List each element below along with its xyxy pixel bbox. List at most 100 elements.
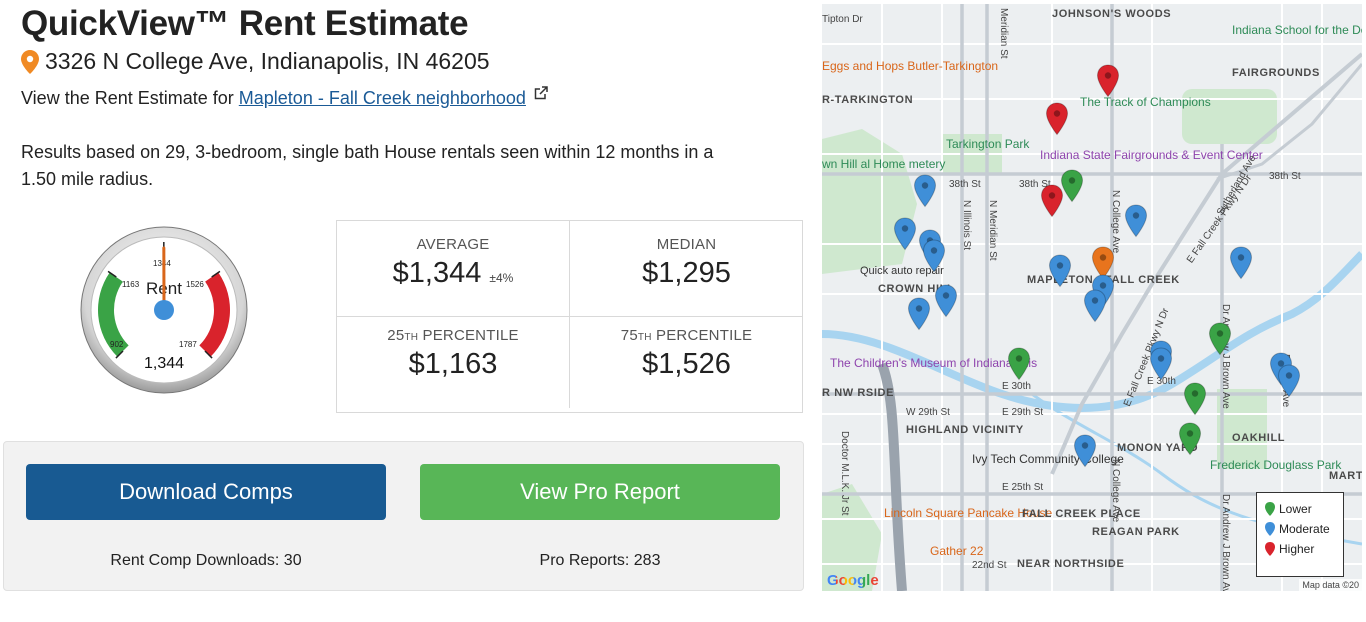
pro-report-count: Pro Reports: 283 <box>539 552 661 569</box>
page-title: QuickView™ Rent Estimate <box>21 4 469 43</box>
legend-lower-label: Lower <box>1279 502 1312 516</box>
gauge-tick <box>115 350 124 359</box>
download-count: Rent Comp Downloads: 30 <box>110 552 302 569</box>
google-logo[interactable]: Google <box>827 572 879 589</box>
median-label: MEDIAN <box>656 236 717 253</box>
gauge-tick <box>204 350 213 359</box>
gauge-hub <box>154 300 174 320</box>
map-label: N College Ave <box>1110 190 1121 254</box>
map-label: 38th St <box>1019 179 1051 190</box>
stat-25th-percentile: 25TH PERCENTILE $1,163 <box>337 312 570 408</box>
map-label: R-TARKINGTON <box>822 94 914 106</box>
map-label: Indiana School for the Deaf <box>1232 23 1362 37</box>
gauge-tick <box>211 270 221 278</box>
external-link-icon[interactable] <box>534 86 548 100</box>
map-label: JOHNSON'S WOODS <box>1052 8 1172 20</box>
gauge-band-lower <box>97 272 129 357</box>
map-label: Indiana State Fairgrounds & Event Center <box>1040 148 1263 162</box>
moderate-rent-marker[interactable] <box>907 297 931 331</box>
map-label: Dr Andrew J Brown Ave <box>1220 304 1231 409</box>
moderate-rent-marker[interactable] <box>1048 254 1072 288</box>
map-label: Frederick Douglass Park <box>1210 458 1342 472</box>
map-label: E 30th <box>1147 376 1176 387</box>
moderate-rent-marker[interactable] <box>922 239 946 273</box>
map-label: Tipton Dr <box>822 14 863 25</box>
p25-suffix: TH <box>404 332 419 343</box>
moderate-rent-marker[interactable] <box>1277 364 1301 398</box>
map-label: Eggs and Hops Butler-Tarkington <box>822 59 999 73</box>
moderate-rent-marker[interactable] <box>1083 289 1107 323</box>
p75-suffix: TH <box>637 332 652 343</box>
higher-rent-marker[interactable] <box>1096 64 1120 98</box>
legend-lower: Lower <box>1265 499 1335 519</box>
gauge-tick-label: 902 <box>110 340 124 349</box>
neighborhood-line: View the Rent Estimate for Mapleton - Fa… <box>21 86 548 109</box>
legend-higher-label: Higher <box>1279 542 1315 556</box>
average-label: AVERAGE <box>416 236 490 253</box>
map-label: REAGAN PARK <box>1092 526 1180 538</box>
map-label: E 25th St <box>1002 482 1044 493</box>
map-attribution[interactable]: Map data ©20 <box>1299 579 1362 591</box>
neighborhood-prefix: View the Rent Estimate for <box>21 88 234 108</box>
moderate-rent-marker[interactable] <box>1229 246 1253 280</box>
higher-rent-marker[interactable] <box>1040 184 1064 218</box>
map-label: 38th St <box>949 179 981 190</box>
property-address: 3326 N College Ave, Indianapolis, IN 462… <box>21 48 490 75</box>
subject-property-marker[interactable] <box>1091 246 1115 280</box>
gauge-tick-label: 1344 <box>153 259 171 268</box>
lower-rent-marker[interactable] <box>1208 322 1232 356</box>
map-label: R NW RSIDE <box>822 387 894 399</box>
map-label: The Track of Champions <box>1080 95 1211 109</box>
p75-label-wrap: 75TH PERCENTILE <box>570 327 803 344</box>
median-value: $1,295 <box>642 257 731 289</box>
lower-rent-marker[interactable] <box>1007 347 1031 381</box>
stat-75th-percentile: 75TH PERCENTILE $1,526 <box>570 312 803 408</box>
moderate-rent-marker[interactable] <box>1149 347 1173 381</box>
lower-rent-marker[interactable] <box>1183 382 1207 416</box>
map-label: Tarkington Park <box>946 137 1030 151</box>
moderate-rent-marker[interactable] <box>934 284 958 318</box>
legend-moderate: Moderate <box>1265 519 1335 539</box>
map-label: CROWN HILL <box>878 283 955 295</box>
lower-rent-marker[interactable] <box>1178 422 1202 456</box>
map-label: W 29th St <box>906 407 950 418</box>
view-pro-report-button[interactable]: View Pro Report <box>420 464 780 520</box>
green-pin-icon <box>1265 502 1275 516</box>
map-label: Meridian St <box>998 8 1009 59</box>
lower-rent-marker[interactable] <box>1060 169 1084 203</box>
map-label: N College Ave <box>1110 459 1121 523</box>
gauge-tick-label: 1163 <box>122 280 140 289</box>
map-label: FAIRGROUNDS <box>1232 67 1320 79</box>
map-legend: Lower Moderate Higher <box>1256 492 1344 577</box>
average-margin: ±4% <box>489 271 514 285</box>
moderate-rent-marker[interactable] <box>1124 204 1148 238</box>
moderate-rent-marker[interactable] <box>893 217 917 251</box>
map-label: OAKHILL <box>1232 432 1286 444</box>
gauge-tick-label: 1526 <box>186 280 204 289</box>
map-label: 38th St <box>1269 171 1301 182</box>
moderate-rent-marker[interactable] <box>1073 434 1097 468</box>
map-label: 22nd St <box>972 560 1007 571</box>
download-comps-button[interactable]: Download Comps <box>26 464 386 520</box>
map-label: N Illinois St <box>961 200 972 251</box>
p75-label: PERCENTILE <box>656 327 753 344</box>
rent-stats-grid: AVERAGE $1,344 ±4% MEDIAN $1,295 25TH PE… <box>336 220 803 413</box>
location-pin-icon <box>21 49 39 74</box>
average-value-wrap: $1,344 ±4% <box>337 257 569 290</box>
moderate-rent-marker[interactable] <box>913 174 937 208</box>
map-label: E 30th <box>1002 381 1031 392</box>
higher-rent-marker[interactable] <box>1045 102 1069 136</box>
p75-value: $1,526 <box>642 348 731 380</box>
rentals-map[interactable]: JOHNSON'S WOODS Indiana School for the D… <box>822 4 1362 591</box>
stat-average: AVERAGE $1,344 ±4% <box>337 221 570 317</box>
gauge-tick <box>107 270 117 278</box>
p25-label-wrap: 25TH PERCENTILE <box>337 327 569 344</box>
stat-median: MEDIAN $1,295 <box>570 221 803 317</box>
map-label: Doctor M.L.K. Jr St <box>839 431 850 516</box>
red-pin-icon <box>1265 542 1275 556</box>
map-label: Lincoln Square Pancake House <box>884 506 1053 520</box>
map-label: The Children's Museum of Indianapolis <box>830 356 1038 370</box>
map-label: Quick auto repair <box>860 265 944 277</box>
neighborhood-link[interactable]: Mapleton - Fall Creek neighborhood <box>238 88 526 108</box>
p25-value: $1,163 <box>408 348 498 380</box>
